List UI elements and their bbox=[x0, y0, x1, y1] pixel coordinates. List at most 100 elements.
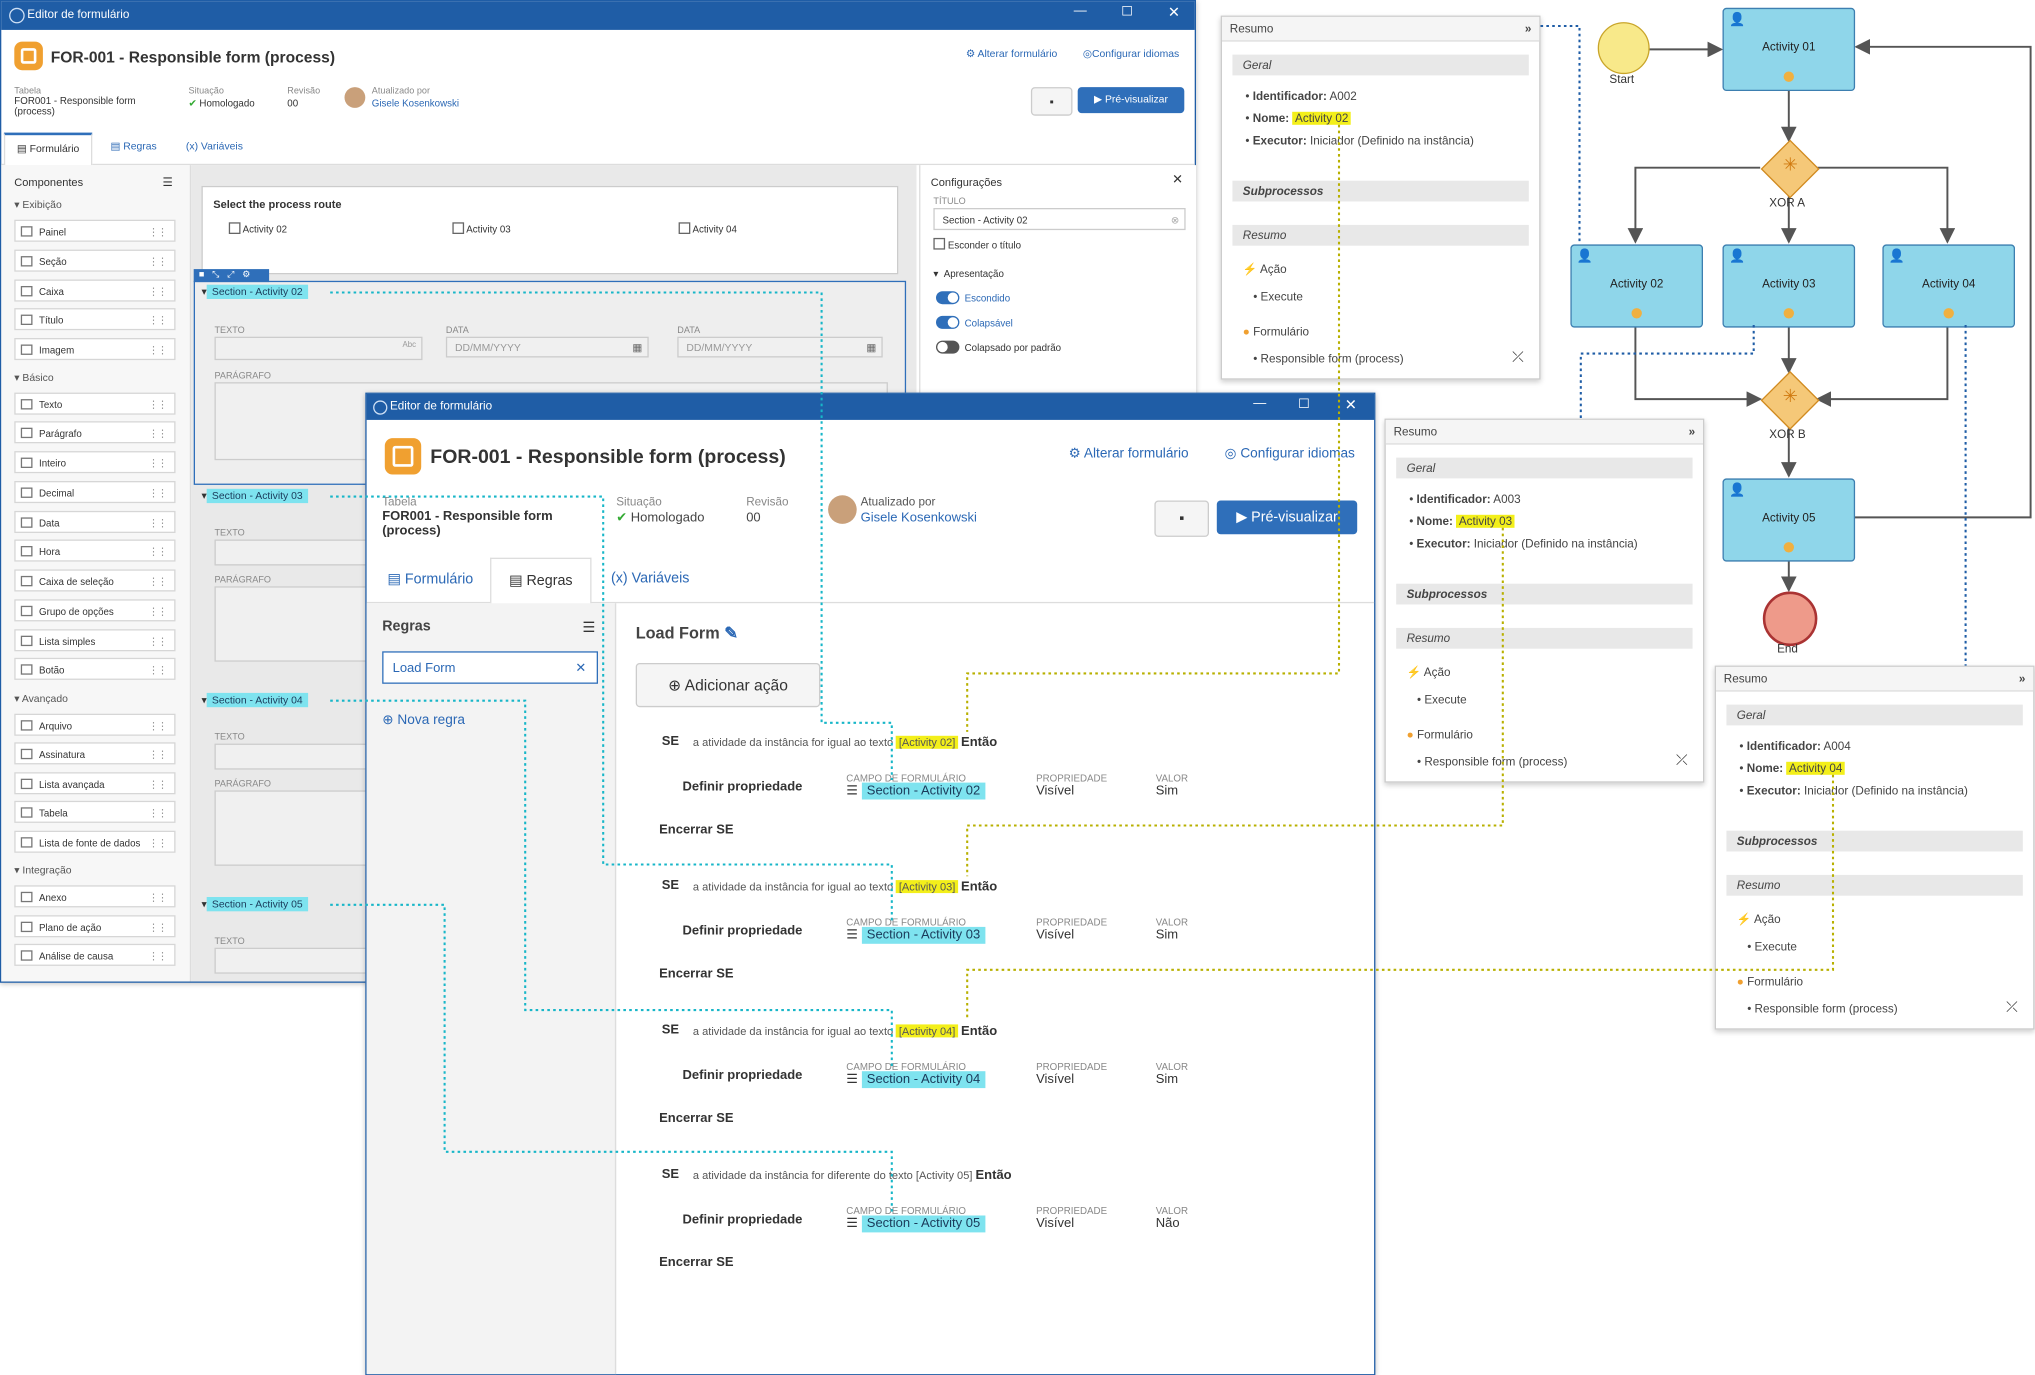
group-exibicao[interactable]: ▾ Exibição bbox=[14, 198, 62, 211]
collapse-icon[interactable]: » bbox=[1688, 425, 1696, 439]
component-lista-fonte-dados[interactable]: Lista de fonte de dados ⋮⋮ bbox=[14, 830, 176, 853]
group-avancado[interactable]: ▾ Avançado bbox=[14, 692, 68, 705]
checkbox[interactable] bbox=[933, 237, 946, 250]
alterar-formulario-link[interactable]: ⚙ Alterar formulário bbox=[1068, 445, 1189, 462]
tab-formulario[interactable]: ▤ Formulário bbox=[3, 132, 93, 166]
section-label-03[interactable]: ▾ Section - Activity 03 bbox=[202, 488, 308, 504]
resize-icon[interactable]: ⤢ bbox=[227, 270, 235, 280]
tab-regras[interactable]: ▤ Regras bbox=[110, 140, 157, 153]
atualizado-value[interactable]: Gisele Kosenkowski bbox=[860, 510, 977, 526]
checkbox[interactable] bbox=[452, 222, 465, 234]
component-assinatura[interactable]: Assinatura ⋮⋮ bbox=[14, 742, 176, 765]
campo-value[interactable]: ☰ Section - Activity 05 bbox=[846, 1215, 986, 1233]
drag-handle-icon[interactable]: ⋮⋮ bbox=[148, 921, 167, 934]
activity-03-node[interactable]: 👤 Activity 03 bbox=[1722, 244, 1856, 328]
paragraph-field[interactable] bbox=[214, 586, 387, 662]
drag-handle-icon[interactable]: ⋮⋮ bbox=[148, 427, 167, 440]
close-icon[interactable]: ✕ bbox=[575, 661, 587, 676]
component-texto[interactable]: Texto ⋮⋮ bbox=[14, 392, 176, 415]
text-field[interactable] bbox=[214, 947, 387, 974]
component-tabela[interactable]: Tabela ⋮⋮ bbox=[14, 800, 176, 823]
section-label-05[interactable]: ▾ Section - Activity 05 bbox=[202, 897, 308, 912]
section-label-04[interactable]: ▾ Section - Activity 04 bbox=[202, 692, 308, 708]
alterar-formulario-link[interactable]: ⚙ Alterar formulário bbox=[965, 48, 1058, 60]
esconder-titulo-checkbox[interactable]: Esconder o título bbox=[933, 237, 1021, 251]
component-paragrafo[interactable]: Parágrafo ⋮⋮ bbox=[14, 421, 176, 444]
xor-b-gateway[interactable] bbox=[1760, 370, 1820, 430]
drag-handle-icon[interactable]: ⋮⋮ bbox=[148, 575, 167, 588]
minimize-button[interactable]: — bbox=[1253, 396, 1267, 411]
component-hora[interactable]: Hora ⋮⋮ bbox=[14, 539, 176, 562]
drag-handle-icon[interactable]: ⋮⋮ bbox=[148, 517, 167, 530]
component-caixa-selecao[interactable]: Caixa de seleção ⋮⋮ bbox=[14, 569, 176, 592]
group-integracao[interactable]: ▾ Integração bbox=[14, 864, 72, 877]
start-event[interactable] bbox=[1597, 22, 1650, 75]
component-grupo-opcoes[interactable]: Grupo de opções ⋮⋮ bbox=[14, 599, 176, 622]
preview-button[interactable]: ▶ Pré-visualizar bbox=[1216, 500, 1358, 535]
atualizado-value[interactable]: Gisele Kosenkowski bbox=[371, 97, 460, 110]
component-plano-acao[interactable]: Plano de ação ⋮⋮ bbox=[14, 915, 176, 938]
campo-value[interactable]: ☰ Section - Activity 03 bbox=[846, 926, 986, 944]
list-menu-icon[interactable]: ☰ bbox=[582, 620, 596, 636]
delete-icon[interactable]: ■ bbox=[198, 270, 205, 280]
drag-handle-icon[interactable]: ⋮⋮ bbox=[148, 720, 167, 732]
unlink-icon[interactable]: ⤫ bbox=[2006, 999, 2018, 1016]
unlink-icon[interactable]: ⤫ bbox=[1675, 752, 1688, 769]
checkbox[interactable] bbox=[228, 222, 241, 234]
nova-regra-link[interactable]: ⊕ Nova regra bbox=[382, 712, 465, 728]
xor-a-gateway[interactable] bbox=[1760, 139, 1820, 199]
date-field-2[interactable]: DD/MM/YYYY ▦ bbox=[677, 336, 883, 358]
route-option-activity-03[interactable]: Activity 03 bbox=[452, 222, 511, 235]
settings-icon[interactable]: ⚙ bbox=[242, 270, 251, 280]
drag-handle-icon[interactable]: ⋮⋮ bbox=[148, 344, 167, 357]
drag-handle-icon[interactable]: ⋮⋮ bbox=[148, 664, 167, 676]
checkbox[interactable] bbox=[678, 222, 691, 234]
preview-button[interactable]: ▶ Pré-visualizar bbox=[1077, 87, 1185, 114]
component-painel[interactable]: Painel ⋮⋮ bbox=[14, 219, 176, 242]
maximize-button[interactable]: ☐ bbox=[1121, 5, 1133, 20]
component-titulo[interactable]: Título ⋮⋮ bbox=[14, 308, 176, 331]
component-arquivo[interactable]: Arquivo ⋮⋮ bbox=[14, 713, 176, 736]
drag-handle-icon[interactable]: ⋮⋮ bbox=[148, 950, 167, 962]
campo-value[interactable]: ☰ Section - Activity 02 bbox=[846, 782, 986, 800]
save-button[interactable]: ▪ bbox=[1030, 87, 1073, 116]
route-option-activity-02[interactable]: Activity 02 bbox=[228, 222, 287, 235]
component-lista-avancada[interactable]: Lista avançada ⋮⋮ bbox=[14, 772, 176, 795]
titulo-input[interactable]: Section - Activity 02 ⊗ bbox=[933, 208, 1186, 231]
colapsado-toggle[interactable] bbox=[935, 340, 960, 354]
drag-handle-icon[interactable]: ⋮⋮ bbox=[148, 399, 167, 411]
drag-handle-icon[interactable]: ⋮⋮ bbox=[148, 314, 167, 327]
activity-01-node[interactable]: 👤 Activity 01 bbox=[1722, 7, 1856, 91]
drag-handle-icon[interactable]: ⋮⋮ bbox=[148, 635, 167, 648]
collapse-icon[interactable]: » bbox=[2018, 672, 2026, 686]
tab-formulario[interactable]: ▤ Formulário bbox=[387, 572, 474, 588]
drag-handle-icon[interactable]: ⋮⋮ bbox=[148, 748, 167, 761]
drag-handle-icon[interactable]: ⋮⋮ bbox=[148, 286, 167, 298]
end-event[interactable] bbox=[1762, 591, 1818, 647]
component-lista-simples[interactable]: Lista simples ⋮⋮ bbox=[14, 629, 176, 652]
edit-icon[interactable]: ✎ bbox=[724, 624, 738, 643]
drag-handle-icon[interactable]: ⋮⋮ bbox=[148, 256, 167, 268]
text-field[interactable] bbox=[214, 539, 387, 566]
component-anexo[interactable]: Anexo ⋮⋮ bbox=[14, 885, 176, 908]
close-button[interactable]: ✕ bbox=[1167, 5, 1180, 21]
add-action-button[interactable]: ⊕ Adicionar ação bbox=[635, 663, 821, 708]
date-field[interactable]: DD/MM/YYYY ▦ bbox=[445, 336, 649, 358]
maximize-button[interactable]: ☐ bbox=[1298, 397, 1310, 413]
minimize-button[interactable]: — bbox=[1073, 3, 1087, 19]
colapsavel-toggle[interactable] bbox=[935, 315, 960, 329]
drag-handle-icon[interactable]: ⋮⋮ bbox=[148, 457, 167, 470]
campo-value[interactable]: ☰ Section - Activity 04 bbox=[846, 1071, 986, 1089]
component-data[interactable]: Data ⋮⋮ bbox=[14, 510, 176, 533]
paragraph-field[interactable] bbox=[214, 790, 387, 866]
calendar-icon[interactable]: ▦ bbox=[866, 341, 877, 354]
close-button[interactable]: ✕ bbox=[1344, 397, 1357, 414]
text-field[interactable]: Abc bbox=[214, 336, 423, 361]
tab-variaveis[interactable]: (x) Variáveis bbox=[185, 140, 243, 153]
component-imagem[interactable]: Imagem ⋮⋮ bbox=[14, 338, 176, 361]
component-secao[interactable]: Seção ⋮⋮ bbox=[14, 249, 176, 272]
component-decimal[interactable]: Decimal ⋮⋮ bbox=[14, 480, 176, 504]
drag-handle-icon[interactable]: ⋮⋮ bbox=[148, 226, 167, 238]
close-icon[interactable]: ✕ bbox=[1172, 172, 1183, 188]
activity-04-node[interactable]: 👤 Activity 04 bbox=[1882, 244, 2015, 328]
